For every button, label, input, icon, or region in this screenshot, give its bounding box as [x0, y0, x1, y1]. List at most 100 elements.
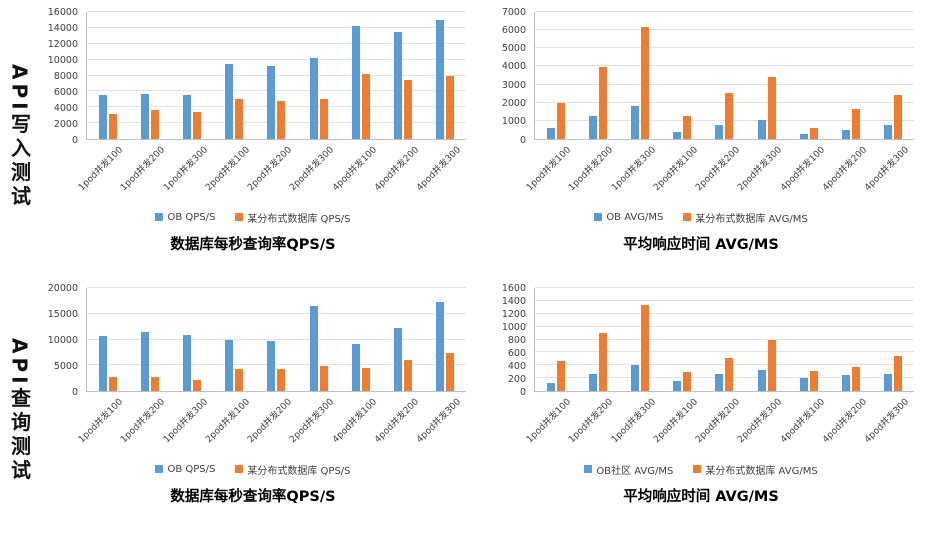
bar — [309, 306, 318, 391]
y-tick-label: 15000 — [47, 308, 78, 320]
legend: OB社区 AVG/MS 某分布式数据库 AVG/MS — [488, 462, 914, 477]
legend-item: 某分布式数据库 QPS/S — [235, 210, 351, 225]
y-tick-label: 0 — [71, 134, 78, 146]
legend-swatch-icon — [155, 465, 164, 473]
bar-group — [424, 12, 466, 139]
legend-swatch-icon — [235, 465, 244, 473]
legend-swatch-icon — [235, 213, 244, 221]
y-tick-label: 0 — [71, 386, 78, 398]
x-axis-spacer — [40, 140, 86, 204]
bar-group — [171, 12, 213, 139]
y-tick-label: 800 — [507, 334, 526, 346]
bar — [403, 80, 412, 139]
y-tick-label: 6000 — [501, 24, 526, 36]
bar — [599, 67, 608, 139]
y-tick-label: 5000 — [53, 360, 78, 372]
legend-label: 某分布式数据库 QPS/S — [247, 465, 351, 477]
bar-series — [87, 12, 466, 139]
bar — [393, 327, 402, 391]
y-tick-label: 12000 — [47, 38, 78, 50]
bar — [235, 368, 244, 391]
bar-group — [424, 288, 466, 391]
bar — [393, 31, 402, 139]
y-tick-label: 20000 — [47, 282, 78, 294]
bar — [725, 357, 734, 391]
bar — [725, 92, 734, 139]
x-axis-category: 4pod并发300 — [415, 140, 466, 204]
bar — [893, 355, 902, 391]
plot-grid — [86, 287, 466, 392]
bar — [641, 305, 650, 391]
x-axis-category: 4pod并发100 — [331, 140, 381, 204]
bar — [435, 19, 444, 139]
x-axis-category: 1pod并发100 — [525, 140, 576, 204]
gridline — [535, 11, 914, 12]
y-tick-label: 5000 — [501, 42, 526, 54]
bar-group — [382, 12, 424, 139]
gridline — [535, 287, 914, 288]
bar-series — [87, 288, 466, 391]
bar-group — [340, 288, 382, 391]
gridline — [535, 325, 914, 327]
y-tick-label: 0 — [519, 134, 526, 146]
bar-group — [619, 12, 661, 139]
bar — [683, 116, 692, 139]
legend-item: 某分布式数据库 QPS/S — [235, 462, 351, 477]
bar — [557, 102, 566, 139]
x-axis-spacer — [40, 392, 86, 456]
legend: OB AVG/MS 某分布式数据库 AVG/MS — [488, 210, 914, 225]
x-axis-labels: 1pod并发100 1pod并发200 1pod并发300 2pod并发100 2pod… — [525, 140, 914, 204]
bar-group — [87, 288, 129, 391]
x-axis-category: 1pod并发100 — [525, 392, 576, 456]
legend-item: OB AVG/MS — [594, 212, 663, 223]
chart-title: 平均响应时间 AVG/MS — [623, 489, 779, 505]
gridline — [87, 11, 466, 12]
bar — [193, 112, 202, 139]
bar — [767, 77, 776, 139]
row-label-query: API查询测试 — [0, 274, 40, 548]
legend-swatch-icon — [594, 213, 603, 221]
y-axis: 0 2000 4000 6000 8000 10000 12000 14000 16000 — [40, 7, 86, 144]
chart-title: 数据库每秒查询率QPS/S — [170, 237, 336, 253]
bar — [883, 125, 892, 139]
y-tick-label: 400 — [507, 360, 526, 372]
bar — [351, 25, 360, 139]
bar — [151, 110, 160, 139]
legend-label: OB AVG/MS — [606, 211, 664, 223]
bar — [631, 106, 640, 139]
x-axis-category: 4pod并发200 — [373, 140, 424, 204]
bar-group — [171, 288, 213, 391]
y-tick-label: 6000 — [53, 86, 78, 98]
plot-grid — [534, 11, 914, 140]
x-axis-category: 1pod并发200 — [120, 392, 170, 456]
gridline — [87, 338, 466, 340]
bar — [361, 368, 370, 391]
x-axis: 1pod并发100 1pod并发200 1pod并发300 2pod并发100 2pod… — [488, 140, 914, 204]
gridline — [535, 65, 914, 67]
gridline — [535, 83, 914, 85]
gridline — [535, 312, 914, 314]
bar-group — [298, 12, 340, 139]
x-axis-category: 1pod并发200 — [568, 392, 618, 456]
bar — [193, 380, 202, 391]
x-axis-spacer — [488, 392, 534, 456]
bar — [151, 376, 160, 391]
plot-area: 0 5000 10000 15000 20000 — [40, 283, 466, 396]
bar — [309, 58, 318, 139]
bar-group — [255, 288, 297, 391]
bar-group — [788, 12, 830, 139]
legend-item: 某分布式数据库 AVG/MS — [693, 462, 818, 477]
bar — [141, 331, 150, 391]
gridline — [87, 26, 466, 28]
bar — [851, 366, 860, 391]
gridline — [87, 42, 466, 44]
x-axis-category: 2pod并发100 — [204, 392, 255, 456]
y-tick-label: 1400 — [501, 295, 526, 307]
x-axis-labels: 1pod并发100 1pod并发200 1pod并发300 2pod并发100 2pod… — [77, 140, 466, 204]
y-tick-label: 2000 — [53, 118, 78, 130]
bar — [445, 353, 454, 391]
bar-group — [213, 12, 255, 139]
bar-group — [746, 288, 788, 391]
write-test-row: API写入测试 0 2000 4000 6000 8000 10000 12000 14000… — [8, 7, 914, 253]
legend-label: 某分布式数据库 AVG/MS — [705, 465, 818, 477]
